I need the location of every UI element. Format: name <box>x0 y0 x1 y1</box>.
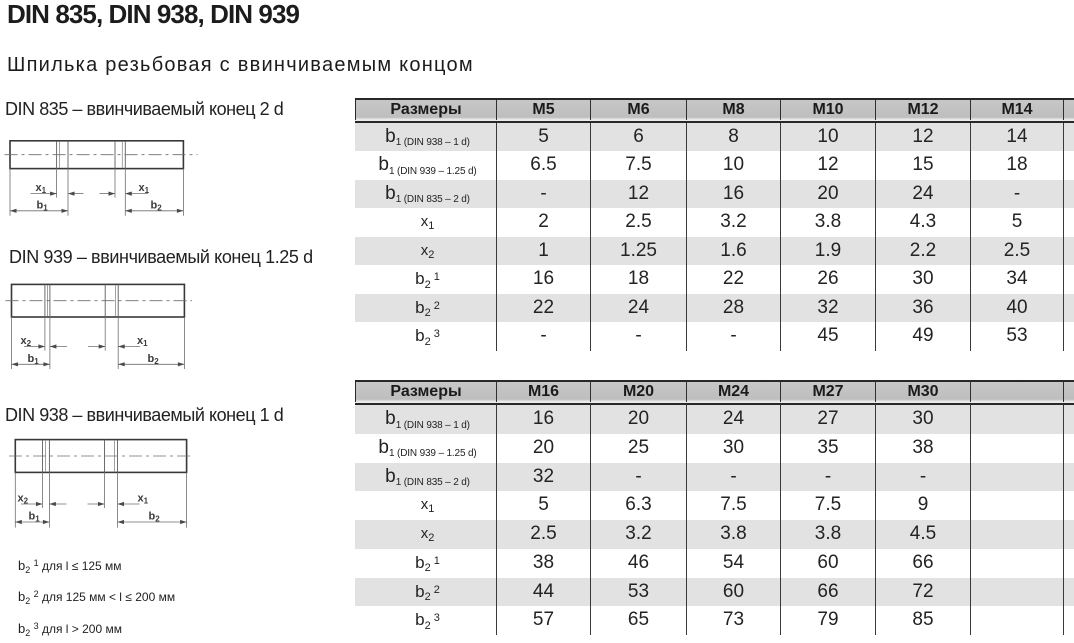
svg-text:b1: b1 <box>37 199 49 212</box>
svg-text:x1: x1 <box>36 182 47 195</box>
svg-text:x1: x1 <box>138 493 149 506</box>
svg-text:x1: x1 <box>139 182 150 195</box>
svg-text:b2: b2 <box>151 199 163 212</box>
svg-text:b2: b2 <box>149 511 161 524</box>
svg-text:x2: x2 <box>18 493 29 506</box>
svg-text:b1: b1 <box>29 511 41 524</box>
svg-text:b2: b2 <box>148 353 160 366</box>
svg-text:b1: b1 <box>28 353 40 366</box>
svg-text:x2: x2 <box>21 335 32 348</box>
svg-text:x1: x1 <box>137 335 148 348</box>
